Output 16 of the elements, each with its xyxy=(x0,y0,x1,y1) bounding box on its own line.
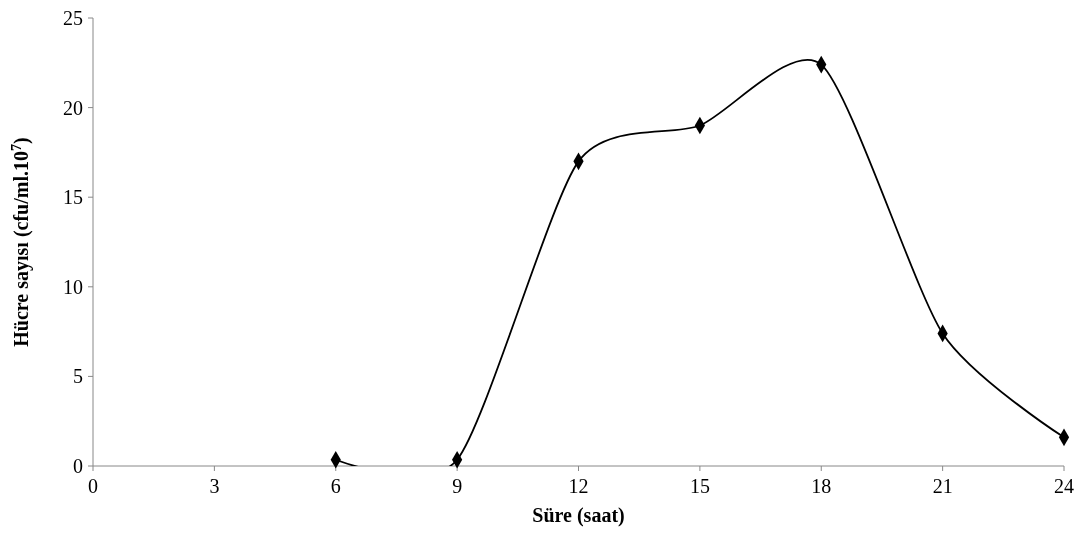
y-tick-label: 0 xyxy=(73,455,83,477)
x-tick-label: 21 xyxy=(932,475,953,497)
x-axis-title: Süre (saat) xyxy=(532,504,625,527)
y-tick-label: 5 xyxy=(73,365,83,388)
x-tick-label: 0 xyxy=(88,475,98,497)
x-tick-label: 3 xyxy=(209,475,220,497)
x-tick-label: 18 xyxy=(811,475,832,497)
y-tick-label: 15 xyxy=(63,186,83,209)
x-tick-label: 12 xyxy=(568,475,589,497)
x-tick-label: 6 xyxy=(330,475,341,497)
y-tick-label: 25 xyxy=(63,7,83,29)
x-tick-label: 9 xyxy=(452,475,463,497)
x-tick-label: 15 xyxy=(689,475,710,497)
x-tick-label: 24 xyxy=(1054,475,1074,497)
y-tick-label: 20 xyxy=(63,96,83,119)
y-tick-label: 10 xyxy=(63,275,83,298)
